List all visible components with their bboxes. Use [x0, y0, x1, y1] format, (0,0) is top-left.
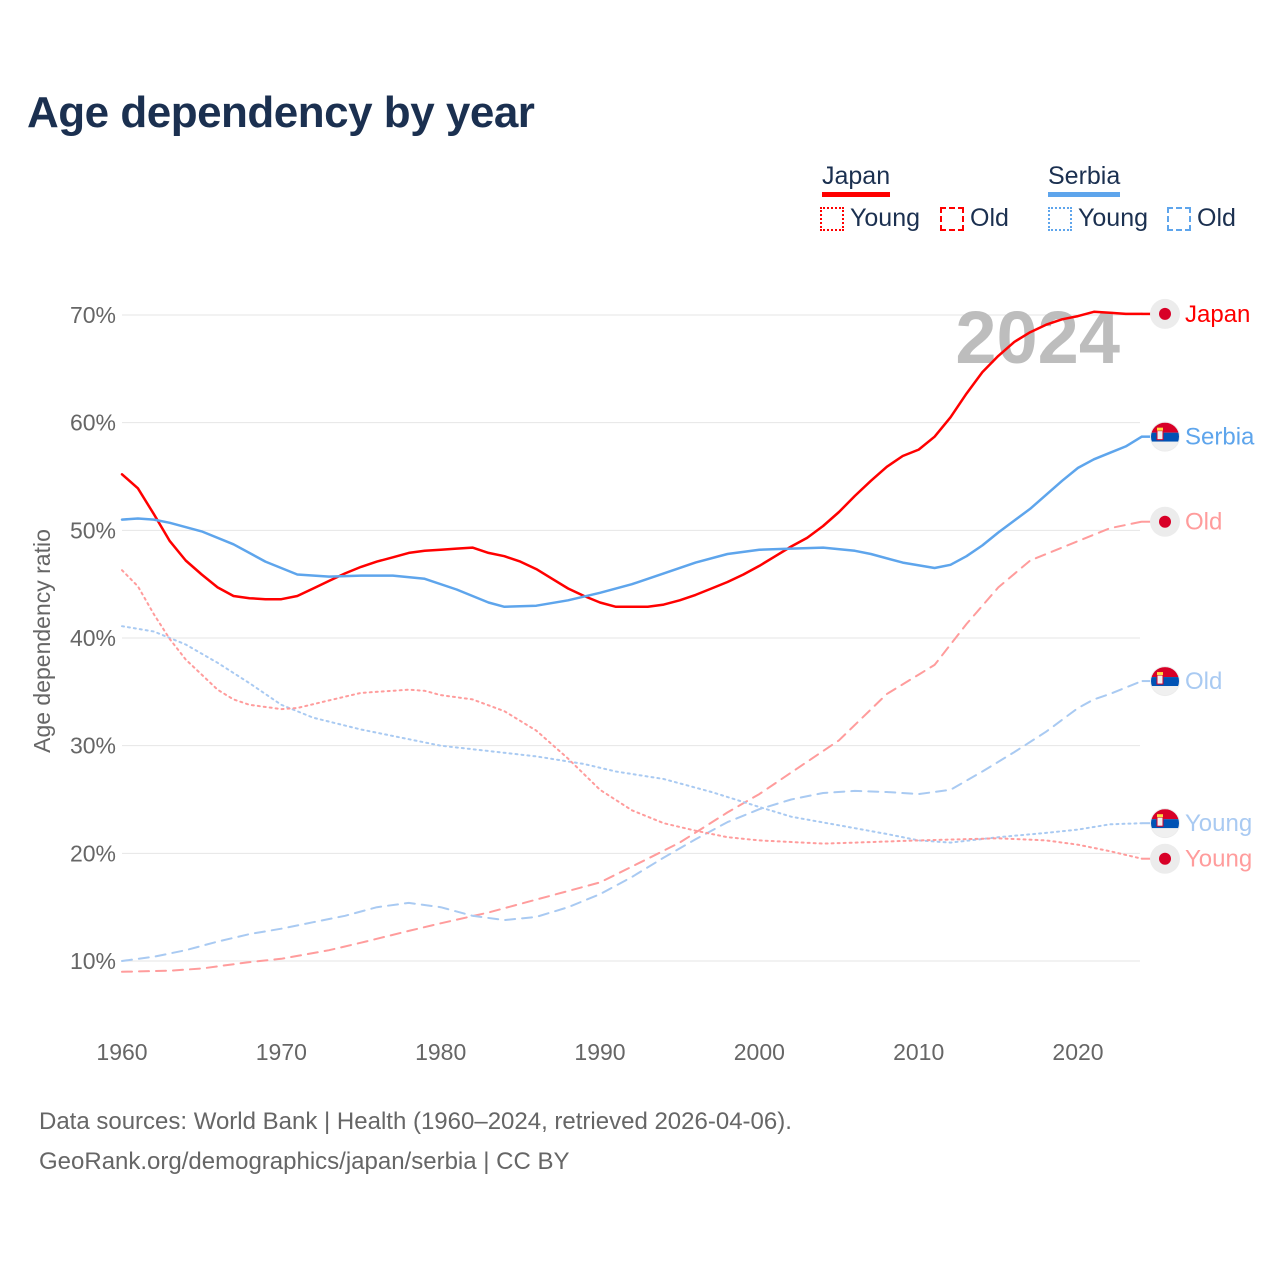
- dotted-swatch-icon: [820, 206, 844, 231]
- y-tick-label: 40%: [70, 625, 116, 651]
- legend-label: Young: [1078, 204, 1148, 232]
- y-tick-label: 70%: [70, 302, 116, 328]
- end-label: Young: [1185, 810, 1252, 837]
- grid: 10% 20% 30% 40% 50% 60% 70% 1960 1970 1980 1990 200…: [70, 302, 1140, 1065]
- dotted-swatch-icon: [1048, 206, 1072, 231]
- end-label: Serbia: [1185, 424, 1255, 451]
- series-line-japan: [120, 310, 1143, 609]
- x-tick-label: 1960: [96, 1039, 147, 1065]
- y-tick-label: 20%: [70, 840, 116, 866]
- y-tick-label: 50%: [70, 517, 116, 543]
- legend-serbia-label: Serbia: [1048, 162, 1121, 190]
- x-tick-label: 2010: [893, 1039, 944, 1065]
- legend-serbia[interactable]: Serbia: [1048, 162, 1121, 197]
- x-tick-label: 1970: [256, 1039, 307, 1065]
- series-lines: [120, 310, 1143, 973]
- japan-flag-icon: [1159, 307, 1171, 320]
- x-tick-label: 1980: [415, 1039, 466, 1065]
- legend-japan-label: Japan: [822, 162, 891, 190]
- dashed-swatch-icon: [1167, 206, 1191, 231]
- series-line-serbia-young: [121, 625, 1143, 844]
- end-label: Young: [1185, 846, 1252, 873]
- japan-flag-icon: [1159, 852, 1171, 865]
- y-tick-label: 60%: [70, 410, 116, 436]
- serbia-flag-icon: [1151, 422, 1179, 451]
- y-tick-label: 10%: [70, 948, 116, 974]
- series-line-serbia-old: [121, 680, 1143, 962]
- source-line-1: Data sources: World Bank | Health (1960–…: [39, 1108, 792, 1135]
- serbia-flag-icon: [1151, 667, 1179, 696]
- end-labels: Japan Serbia Old Old Young Young: [1141, 298, 1255, 874]
- source-line-2[interactable]: GeoRank.org/demographics/japan/serbia | …: [39, 1148, 570, 1175]
- year-watermark: 2024: [955, 296, 1120, 379]
- legend: Japan Young Old Serbia Young Old: [820, 162, 1260, 242]
- chart-title: Age dependency by year: [27, 88, 535, 137]
- legend-label: Old: [1197, 204, 1236, 232]
- legend-serbia-old[interactable]: Old: [1167, 204, 1236, 233]
- y-axis-label: Age dependency ratio: [29, 529, 55, 753]
- legend-japan-young[interactable]: Young: [820, 204, 920, 233]
- serbia-flag-icon: [1151, 809, 1179, 838]
- x-tick-label: 2000: [734, 1039, 785, 1065]
- series-line-japan-young: [121, 569, 1143, 860]
- japan-flag-icon: [1159, 515, 1171, 528]
- line-chart: 10% 20% 30% 40% 50% 60% 70% 1960 1970 1980 1990 200…: [29, 296, 1255, 1065]
- legend-label: Old: [970, 204, 1009, 232]
- legend-label: Young: [850, 204, 920, 232]
- y-tick-label: 30%: [70, 733, 116, 759]
- end-label: Old: [1185, 668, 1222, 695]
- series-line-serbia: [120, 435, 1143, 609]
- legend-japan-old[interactable]: Old: [940, 204, 1009, 233]
- x-tick-label: 2020: [1052, 1039, 1103, 1065]
- series-line-japan-old: [121, 520, 1143, 973]
- legend-japan-swatch: [822, 192, 891, 197]
- dashed-swatch-icon: [940, 206, 964, 231]
- end-label: Japan: [1185, 301, 1250, 328]
- legend-japan[interactable]: Japan: [822, 162, 891, 197]
- x-tick-label: 1990: [574, 1039, 625, 1065]
- end-label: Old: [1185, 509, 1222, 536]
- legend-serbia-swatch: [1048, 192, 1121, 197]
- legend-serbia-young[interactable]: Young: [1048, 204, 1148, 233]
